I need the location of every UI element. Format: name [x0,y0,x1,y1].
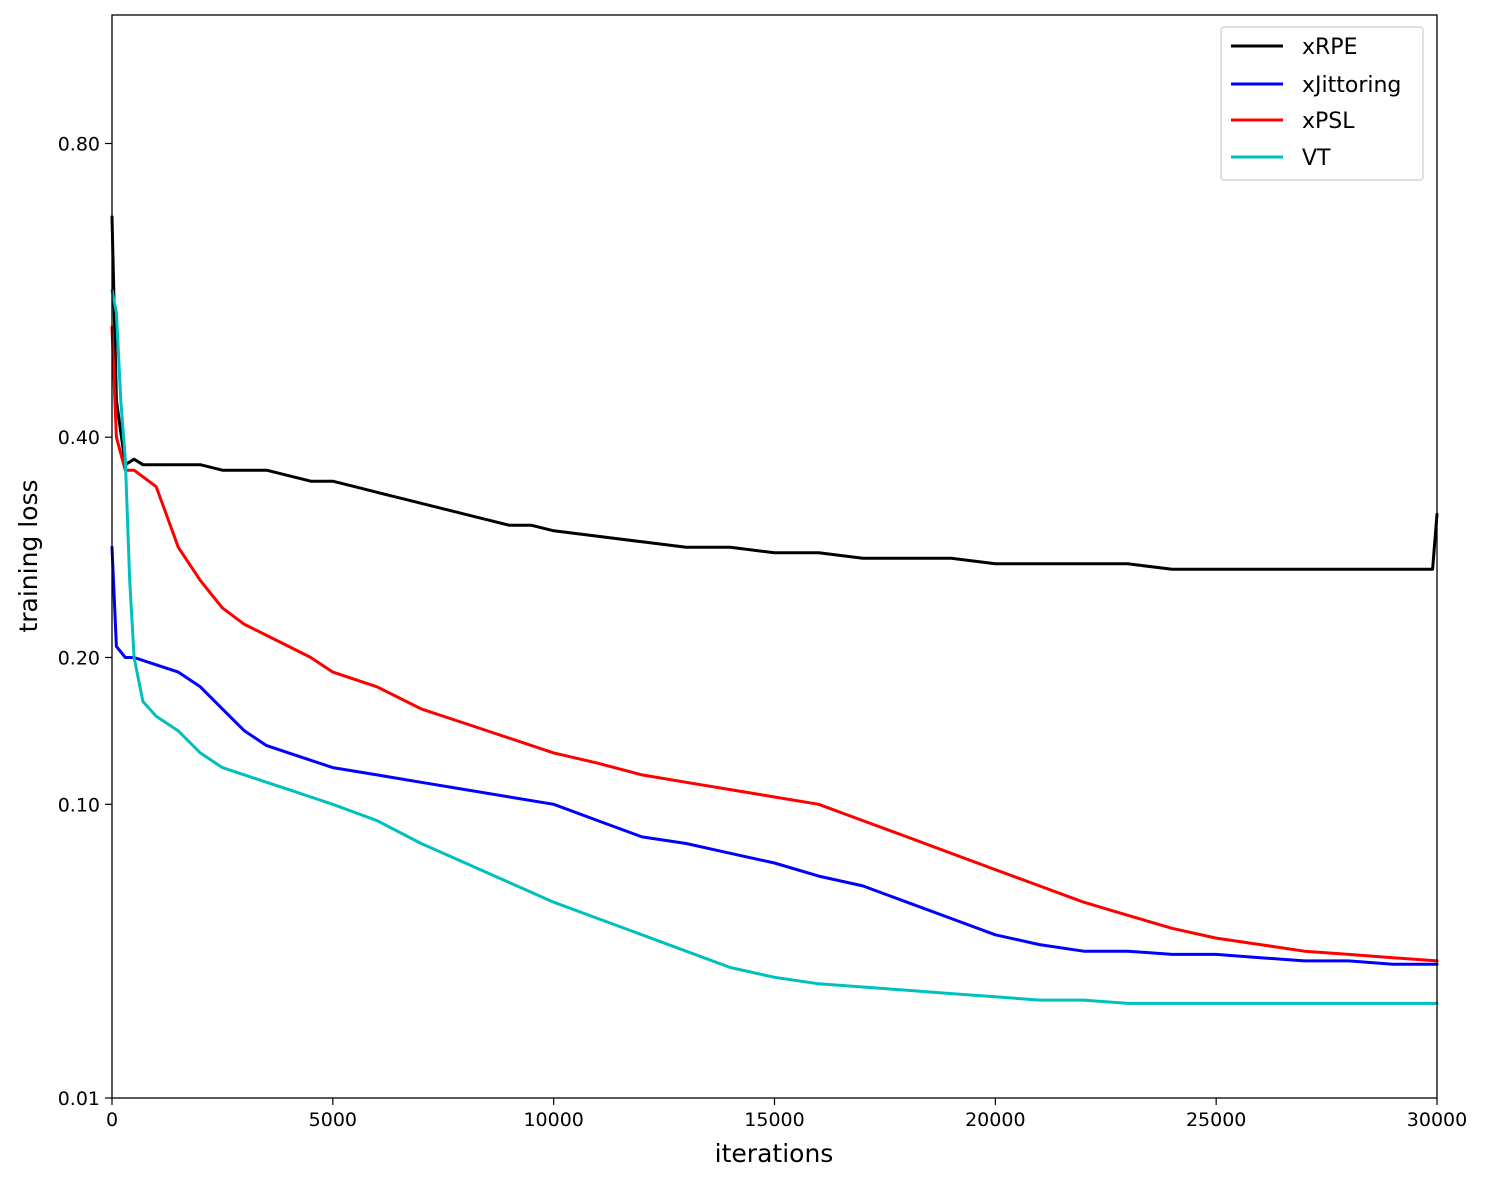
legend-frame [1220,26,1424,181]
x-tick-label: 0 [106,1109,118,1131]
series-line-vt [110,288,1439,1005]
plot-background [112,15,1437,1098]
legend-label-xrpe: xRPE [1302,35,1357,60]
series-layer [110,215,1439,1005]
x-tick-label: 25000 [1186,1109,1246,1131]
x-tick-label: 10000 [523,1109,583,1131]
x-tick-label: 5000 [309,1109,357,1131]
series-line-xrpe [110,215,1439,571]
y-tick-label: 0.20 [58,647,100,669]
x-axis-label: iterations [715,1139,834,1168]
legend-label-xjittoring: xJittoring [1302,73,1401,98]
x-tick-label: 15000 [744,1109,804,1131]
y-tick-label: 0.40 [58,427,100,449]
x-axis: 0 5000 10000 15000 20000 25000 30000 [106,1098,1467,1131]
x-tick-label: 30000 [1407,1109,1467,1131]
series-line-xjittoring [110,545,1439,966]
y-tick-label: 0.01 [58,1088,100,1110]
legend-label-vt: VT [1302,146,1331,171]
y-tick-label: 0.10 [58,794,100,816]
series-line-xpsl [110,325,1439,963]
x-tick-label: 20000 [965,1109,1025,1131]
legend-label-xpsl: xPSL [1302,109,1355,134]
y-axis-label: training loss [14,479,43,632]
y-axis: 0.01 0.10 0.20 0.40 0.80 [58,133,112,1110]
legend: xRPE xJittoring xPSL VT [1220,26,1424,181]
y-tick-label: 0.80 [58,133,100,155]
